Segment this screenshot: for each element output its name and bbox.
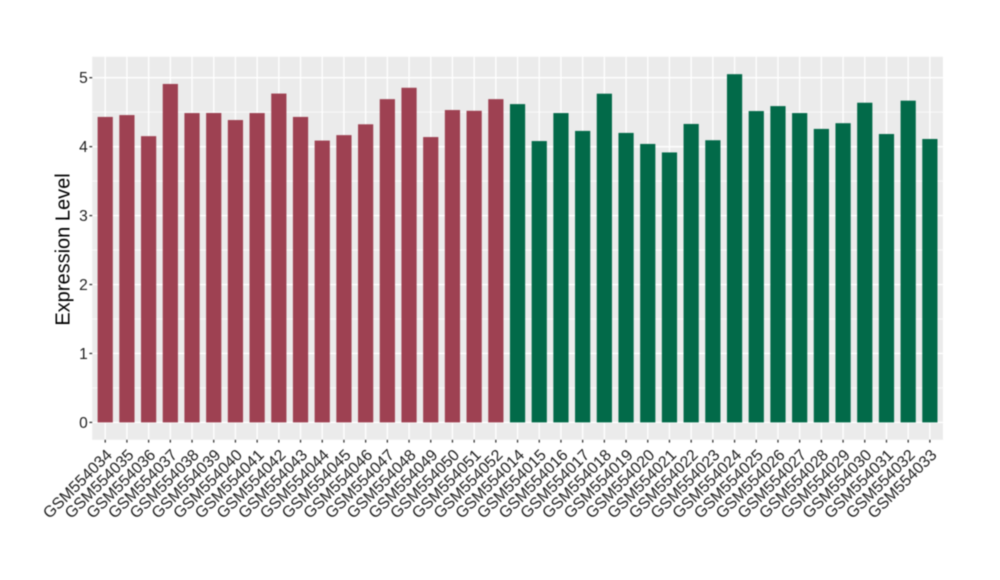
svg-text:5: 5 [79,70,88,87]
svg-text:1: 1 [79,346,88,363]
svg-text:3: 3 [79,208,88,225]
svg-text:2: 2 [79,277,88,294]
svg-text:4: 4 [79,139,88,156]
svg-text:0: 0 [79,415,88,432]
svg-text:Expression Level: Expression Level [53,173,75,325]
